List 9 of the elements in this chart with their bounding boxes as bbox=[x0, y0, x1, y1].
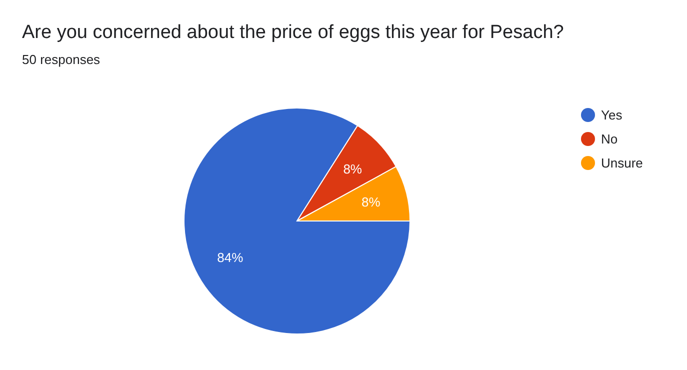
legend-label: Unsure bbox=[601, 156, 643, 170]
legend-label: Yes bbox=[601, 108, 623, 122]
data-label: 8% bbox=[343, 161, 362, 176]
data-label: 8% bbox=[361, 194, 381, 210]
chart-title: Are you concerned about the price of eggs this year for Pesach? bbox=[22, 22, 564, 43]
text: 50 responses bbox=[22, 52, 101, 67]
pie-slice bbox=[184, 108, 410, 334]
data-label: 84% bbox=[217, 250, 244, 266]
legend-label: No bbox=[601, 132, 618, 146]
